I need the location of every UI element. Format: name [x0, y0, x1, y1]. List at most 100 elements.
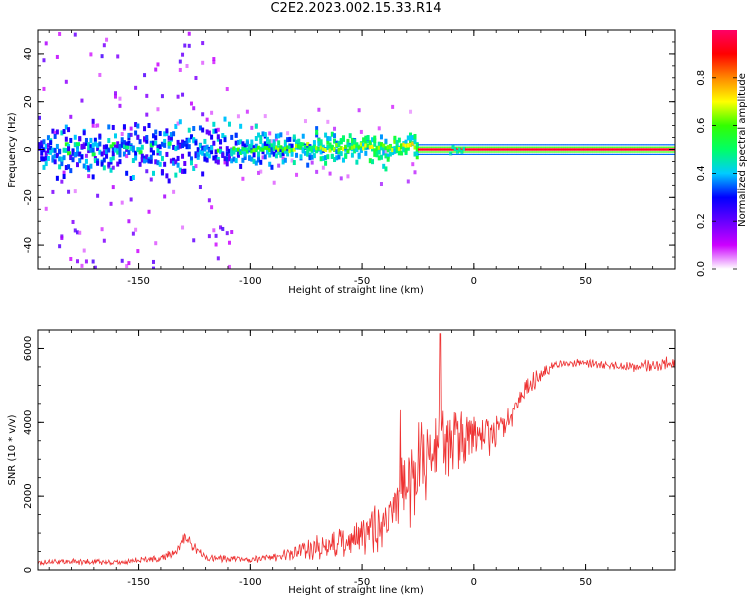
spectrogram-cell: [612, 148, 615, 151]
spectrogram-cell: [569, 144, 573, 146]
spectrogram-cell: [540, 151, 544, 153]
spectrogram-cell: [657, 148, 660, 151]
spectrogram-cell: [127, 140, 131, 146]
spectrogram-cell: [245, 109, 249, 114]
spectrogram-cell: [84, 153, 88, 158]
spectrogram-cell: [221, 152, 225, 158]
spectrogram-cell: [417, 144, 421, 146]
spectrogram-cell: [239, 150, 243, 155]
spectrogram-cell: [379, 134, 383, 140]
spectrogram-cell: [319, 156, 323, 162]
spectrogram-cell: [120, 131, 124, 136]
spectrogram-x-label: Height of straight line (km): [288, 285, 424, 296]
spectrogram-cell: [239, 123, 243, 129]
spectrogram-cell: [628, 151, 631, 153]
spectrogram-cell: [277, 163, 281, 168]
spectrogram-cell: [496, 151, 499, 153]
spectrogram-cell: [581, 148, 584, 151]
spectrogram-cell: [458, 144, 461, 146]
spectrogram-cell: [263, 141, 267, 147]
spectrogram-cell: [661, 146, 665, 148]
spectrogram-cell: [648, 153, 651, 155]
spectrogram-cell: [507, 148, 510, 151]
spectrogram-cell: [160, 94, 164, 99]
spectrogram-cell: [442, 146, 446, 148]
spectrogram-cell: [531, 148, 535, 151]
spectrogram-cell: [203, 138, 207, 144]
spectrogram-cell: [116, 141, 120, 147]
y-tick-label: 2000: [23, 483, 34, 508]
spectrogram-cell: [167, 135, 171, 141]
spectrogram-cell: [129, 126, 133, 131]
spectrogram-cell: [462, 153, 466, 155]
spectrogram-cell: [181, 225, 185, 230]
spectrogram-cell: [377, 145, 381, 150]
spectrogram-cell: [183, 168, 187, 174]
spectrogram-cell: [281, 150, 285, 156]
spectrogram-cell: [91, 174, 95, 180]
spectrogram-cell: [53, 153, 57, 159]
spectrogram-cell: [565, 151, 568, 153]
spectrogram-cell: [485, 153, 488, 155]
spectrogram-cell: [607, 146, 611, 148]
spectrogram-cell: [299, 145, 303, 150]
spectrogram-cell: [605, 151, 609, 153]
spectrogram-cell: [496, 148, 499, 151]
spectrogram-cell: [529, 153, 533, 155]
spectrogram-cell: [93, 265, 97, 269]
spectrogram-cell: [272, 151, 276, 157]
spectrogram-cell: [505, 151, 508, 153]
spectrogram-cell: [672, 146, 675, 148]
spectrogram-cell: [567, 153, 571, 155]
spectrogram-cell: [458, 146, 461, 148]
spectrogram-cell: [257, 145, 261, 150]
spectrogram-cell: [245, 140, 249, 146]
spectrogram-cell: [116, 54, 120, 59]
spectrogram-cell: [603, 151, 606, 153]
spectrogram-cell: [648, 151, 651, 153]
spectrogram-cell: [317, 138, 321, 144]
spectrogram-cell: [415, 143, 419, 149]
spectrogram-cell: [657, 151, 660, 153]
spectrogram-cell: [540, 146, 544, 148]
spectrogram-cell: [592, 146, 595, 148]
spectrogram-cell: [140, 157, 144, 163]
spectrogram-cell: [375, 151, 379, 157]
spectrogram-cell: [415, 150, 419, 156]
spectrogram-cell: [634, 151, 638, 153]
spectrogram-cell: [181, 168, 185, 174]
spectrogram-cell: [487, 144, 490, 146]
spectrogram-cell: [279, 147, 283, 153]
spectrogram-cell: [645, 148, 649, 151]
spectrogram-cell: [261, 131, 265, 137]
spectrogram-cell: [169, 158, 173, 164]
spectrogram-cell: [178, 67, 182, 72]
spectrogram-cell: [315, 126, 319, 132]
spectrogram-cell: [587, 144, 591, 146]
spectrogram-cell: [554, 148, 557, 151]
spectrogram-cell: [44, 161, 48, 167]
spectrogram-cell: [650, 151, 653, 153]
spectrogram-cell: [444, 148, 448, 151]
spectrogram-cell: [154, 140, 158, 146]
spectrogram-cell: [113, 147, 117, 153]
spectrogram-cell: [413, 151, 417, 157]
spectrogram-cell: [230, 230, 234, 235]
spectrogram-cell: [531, 153, 535, 155]
spectrogram-cell: [147, 122, 151, 128]
spectrogram-cell: [326, 136, 330, 142]
spectrogram-cell: [259, 135, 263, 141]
spectrogram-cell: [610, 151, 613, 153]
spectrogram-cell: [438, 148, 441, 151]
spectrogram-cell: [413, 145, 417, 150]
spectrogram-cell: [84, 259, 88, 264]
spectrogram-cell: [44, 155, 48, 161]
spectrogram-cell: [58, 148, 62, 154]
spectrogram-cell: [254, 160, 258, 166]
spectrogram-cell: [310, 160, 314, 165]
spectrogram-cell: [259, 159, 263, 165]
spectrogram-cell: [471, 144, 475, 146]
spectrogram-cell: [67, 189, 71, 194]
spectrogram-cell: [643, 151, 647, 153]
spectrogram-cell: [60, 156, 64, 162]
